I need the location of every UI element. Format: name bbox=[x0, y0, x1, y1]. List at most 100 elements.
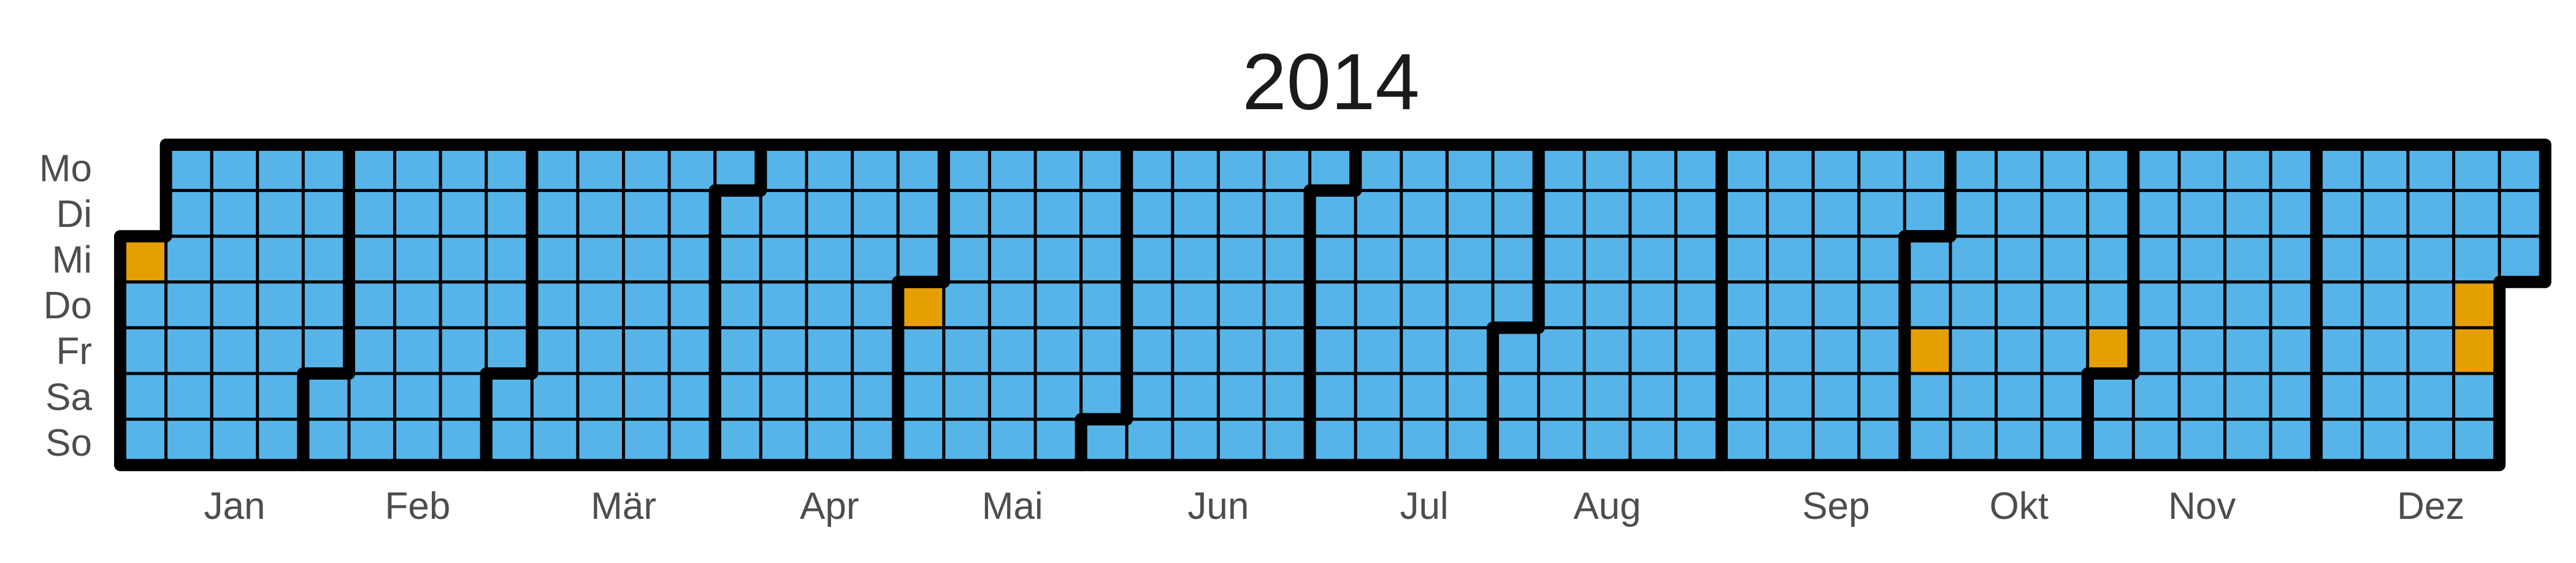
day-cell bbox=[210, 189, 259, 238]
day-cell bbox=[1766, 372, 1815, 421]
day-cell bbox=[896, 326, 946, 375]
day-cell bbox=[1628, 372, 1677, 421]
day-cell bbox=[576, 418, 626, 467]
day-cell bbox=[942, 372, 991, 421]
day-cell bbox=[805, 418, 854, 467]
day-cell bbox=[1354, 326, 1403, 375]
day-cell bbox=[2360, 418, 2410, 467]
day-cell bbox=[393, 326, 442, 375]
day-cell bbox=[1125, 234, 1175, 284]
day-cell bbox=[576, 280, 626, 329]
day-cell bbox=[1628, 326, 1677, 375]
day-cell bbox=[2177, 418, 2227, 467]
weekday-label: So bbox=[45, 422, 92, 464]
day-cell bbox=[759, 189, 808, 238]
day-cell bbox=[1171, 234, 1220, 284]
day-cell bbox=[1811, 280, 1861, 329]
day-cell bbox=[2315, 326, 2364, 375]
day-cell bbox=[1628, 280, 1677, 329]
day-cell bbox=[2406, 189, 2456, 238]
day-cell bbox=[1354, 418, 1403, 467]
day-cell bbox=[1720, 189, 1769, 238]
day-cell bbox=[1811, 189, 1861, 238]
day-cell bbox=[1308, 280, 1357, 329]
day-cell bbox=[2497, 189, 2547, 238]
day-cell bbox=[256, 372, 305, 421]
day-cell bbox=[530, 418, 580, 467]
day-cell bbox=[439, 143, 488, 193]
day-cell bbox=[667, 326, 717, 375]
day-cell bbox=[942, 418, 991, 467]
day-cell bbox=[393, 189, 442, 238]
day-cell bbox=[1674, 143, 1723, 193]
day-cell bbox=[2315, 372, 2364, 421]
day-cell bbox=[1949, 234, 1998, 284]
day-cell bbox=[1400, 326, 1449, 375]
day-cell bbox=[1445, 234, 1495, 284]
month-label: Jan bbox=[204, 485, 266, 527]
day-cell bbox=[210, 326, 259, 375]
day-cell bbox=[942, 280, 991, 329]
day-cell bbox=[1216, 280, 1266, 329]
month-label: Sep bbox=[1802, 485, 1869, 527]
day-cell bbox=[1628, 143, 1677, 193]
day-cell bbox=[1171, 143, 1220, 193]
day-cell-highlighted bbox=[1903, 326, 1952, 375]
day-cell bbox=[2406, 418, 2456, 467]
day-cell bbox=[1674, 189, 1723, 238]
day-cell bbox=[1262, 372, 1312, 421]
day-cell bbox=[1079, 418, 1129, 467]
day-cell bbox=[2360, 326, 2410, 375]
day-cell bbox=[1445, 372, 1495, 421]
day-cell bbox=[1125, 143, 1175, 193]
day-cell bbox=[942, 143, 991, 193]
day-cell bbox=[2177, 326, 2227, 375]
day-cell bbox=[622, 234, 671, 284]
day-cell bbox=[1216, 143, 1266, 193]
day-cell bbox=[1766, 326, 1815, 375]
day-cell bbox=[1582, 189, 1632, 238]
day-cell bbox=[2315, 280, 2364, 329]
day-cell bbox=[1811, 326, 1861, 375]
day-cell bbox=[1262, 234, 1312, 284]
day-cell bbox=[1720, 143, 1769, 193]
day-cell bbox=[1308, 189, 1357, 238]
day-cell bbox=[347, 372, 397, 421]
day-cell bbox=[576, 326, 626, 375]
day-cell bbox=[1400, 372, 1449, 421]
day-cell bbox=[896, 189, 946, 238]
day-cell bbox=[851, 280, 900, 329]
day-cell bbox=[1125, 280, 1175, 329]
day-cell bbox=[1216, 372, 1266, 421]
day-cell bbox=[1995, 189, 2044, 238]
day-cell bbox=[1628, 189, 1677, 238]
day-cell bbox=[2269, 234, 2318, 284]
day-cell bbox=[1903, 143, 1952, 193]
day-cell bbox=[1857, 326, 1906, 375]
day-cell bbox=[1857, 418, 1906, 467]
day-cell bbox=[1262, 280, 1312, 329]
day-cell bbox=[2086, 234, 2135, 284]
day-cell bbox=[1445, 280, 1495, 329]
day-cell bbox=[1720, 326, 1769, 375]
day-cell bbox=[1171, 280, 1220, 329]
day-cell bbox=[622, 372, 671, 421]
day-cell bbox=[256, 326, 305, 375]
day-cell bbox=[2177, 234, 2227, 284]
day-cell bbox=[1308, 143, 1357, 193]
day-cell bbox=[713, 234, 762, 284]
month-label: Nov bbox=[2168, 485, 2236, 527]
day-cell bbox=[1400, 418, 1449, 467]
day-cell-highlighted bbox=[118, 234, 168, 284]
day-cell bbox=[530, 326, 580, 375]
month-label: Dez bbox=[2397, 485, 2464, 527]
day-cell bbox=[1033, 372, 1083, 421]
day-cell bbox=[2223, 280, 2272, 329]
day-cell bbox=[2223, 372, 2272, 421]
month-label: Jul bbox=[1400, 485, 1448, 527]
day-cell bbox=[1903, 418, 1952, 467]
day-cell bbox=[851, 143, 900, 193]
day-cell bbox=[713, 189, 762, 238]
day-cell bbox=[667, 280, 717, 329]
day-cell bbox=[1537, 189, 1586, 238]
